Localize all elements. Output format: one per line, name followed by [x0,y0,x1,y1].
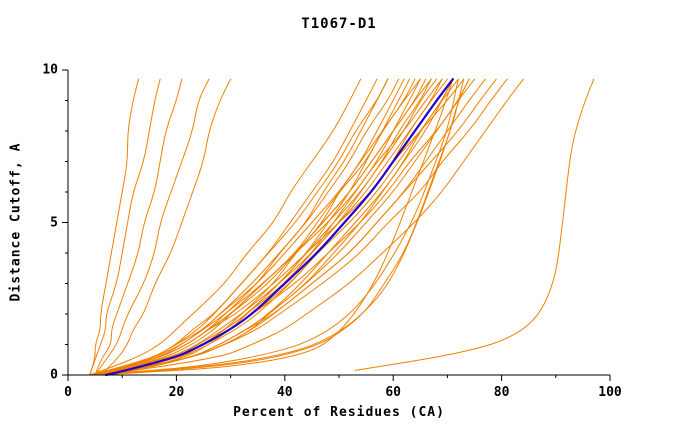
model-curve [94,78,508,376]
model-curve [110,78,454,376]
model-curve [94,78,448,376]
y-tick-label: 5 [50,215,58,230]
model-curve [100,78,232,376]
model-curve [105,78,438,376]
x-tick-label: 40 [276,385,293,400]
chart-title: T1067-D1 [301,16,377,32]
x-axis-label: Percent of Residues (CA) [233,405,445,420]
model-curve [94,78,400,376]
x-tick-label: 100 [598,385,622,400]
model-curve [110,78,497,376]
model-curve [94,78,454,376]
x-tick-label: 60 [385,385,402,400]
model-curve [354,78,595,371]
model-curve [100,78,486,376]
model-curve [89,78,427,376]
x-tick-label: 80 [493,385,510,400]
model-curve [89,78,161,376]
model-curve [110,78,421,376]
model-curve [94,78,454,376]
model-curve [94,78,421,376]
y-tick-label: 0 [50,367,58,383]
model-curve [89,78,459,376]
model-curve [94,78,183,376]
x-tick-label: 0 [64,385,72,400]
model-curve [94,78,378,376]
model-curve [94,78,470,376]
model-curve [100,78,432,376]
y-tick-label: 10 [42,62,58,78]
model-curve [89,78,465,376]
model-curve [94,78,475,376]
model-curve [100,78,416,376]
highlight-curve [104,78,454,377]
model-curve [89,78,389,376]
x-tick-label: 20 [168,385,185,400]
model-curve [89,78,443,376]
model-curve [94,78,210,376]
model-curve [100,78,443,376]
model-curve [89,78,139,376]
model-curve [100,78,524,376]
y-axis-label: Distance Cutoff, A [8,142,24,302]
model-curve [100,78,389,376]
model-curve [89,78,362,376]
